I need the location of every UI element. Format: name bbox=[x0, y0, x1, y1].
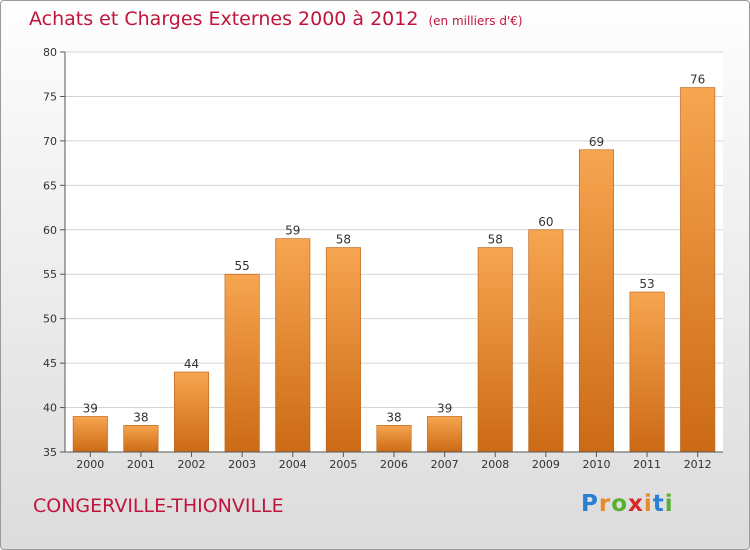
logo-letter: r bbox=[598, 491, 612, 517]
bar-2003 bbox=[224, 273, 260, 453]
data-label-2012: 76 bbox=[690, 73, 705, 87]
bar-2010 bbox=[578, 149, 614, 453]
x-tick-label-2012: 2012 bbox=[684, 458, 712, 471]
x-tick-label-2007: 2007 bbox=[431, 458, 459, 471]
chart-unit: (en milliers d'€) bbox=[428, 14, 523, 28]
data-label-2000: 39 bbox=[83, 401, 98, 415]
data-label-2009: 60 bbox=[538, 215, 553, 229]
city-name: CONGERVILLE-THIONVILLE bbox=[33, 495, 284, 517]
data-label-2008: 58 bbox=[488, 233, 503, 247]
proxiti-logo: Proxiti bbox=[581, 491, 674, 517]
bar-2006 bbox=[376, 425, 412, 453]
data-label-2010: 69 bbox=[589, 135, 604, 149]
y-tick-labels: 35 40 45 50 55 60 65 70 75 80 bbox=[43, 46, 57, 459]
x-tick-label-2000: 2000 bbox=[76, 458, 104, 471]
chart-title: Achats et Charges Externes 2000 à 2012 (e… bbox=[29, 8, 523, 30]
x-tick-label-2006: 2006 bbox=[380, 458, 408, 471]
bars bbox=[72, 87, 716, 453]
y-tick-label: 50 bbox=[43, 313, 57, 326]
x-tick-label-2001: 2001 bbox=[127, 458, 155, 471]
y-tick-label: 40 bbox=[43, 402, 57, 415]
y-tick-label: 80 bbox=[43, 46, 57, 59]
y-tick-label: 45 bbox=[43, 357, 57, 370]
bar-2004 bbox=[275, 238, 311, 453]
x-tick-label-2003: 2003 bbox=[228, 458, 256, 471]
y-tick-label: 55 bbox=[43, 268, 57, 281]
x-tick-label-2011: 2011 bbox=[633, 458, 661, 471]
logo-letter: i bbox=[643, 491, 653, 517]
x-tick-label-2009: 2009 bbox=[532, 458, 560, 471]
bar-2009 bbox=[528, 229, 564, 453]
logo-letter: t bbox=[652, 491, 665, 517]
x-tick-label-2008: 2008 bbox=[481, 458, 509, 471]
chart-title-text: Achats et Charges Externes 2000 à 2012 bbox=[29, 8, 419, 30]
y-tick-label: 70 bbox=[43, 135, 57, 148]
bar-2005 bbox=[325, 247, 361, 453]
data-label-2001: 38 bbox=[133, 410, 148, 424]
data-label-2005: 58 bbox=[336, 233, 351, 247]
data-label-2004: 59 bbox=[285, 224, 300, 238]
data-label-2002: 44 bbox=[184, 357, 199, 371]
data-label-2007: 39 bbox=[437, 401, 452, 415]
bar-2011 bbox=[629, 291, 665, 453]
bar-2012 bbox=[680, 87, 716, 453]
bar-2008 bbox=[477, 247, 513, 453]
y-tick-label: 65 bbox=[43, 179, 57, 192]
x-tick-label-2010: 2010 bbox=[582, 458, 610, 471]
y-tick-label: 35 bbox=[43, 446, 57, 459]
bar-2007 bbox=[427, 416, 463, 453]
plot-area bbox=[65, 52, 723, 452]
bar-2002 bbox=[174, 371, 210, 453]
data-label-2006: 38 bbox=[386, 410, 401, 424]
data-label-2003: 55 bbox=[235, 259, 250, 273]
x-tick-labels: 2000 2001 2002 2003 2004 2005 2006 2007 2008 2009… bbox=[76, 452, 712, 471]
bar-2001 bbox=[123, 425, 159, 453]
y-tick-label: 60 bbox=[43, 224, 57, 237]
x-tick-label-2002: 2002 bbox=[178, 458, 206, 471]
data-label-2011: 53 bbox=[639, 277, 654, 291]
logo-letter: x bbox=[628, 491, 644, 517]
data-labels: 39 38 44 55 59 58 38 39 58 60 69 53 76 bbox=[83, 73, 706, 425]
x-tick-label-2005: 2005 bbox=[329, 458, 357, 471]
y-tick-label: 75 bbox=[43, 90, 57, 103]
logo-letter: P bbox=[581, 491, 599, 517]
x-tick-label-2004: 2004 bbox=[279, 458, 307, 471]
logo-letter: o bbox=[611, 491, 629, 517]
bar-2000 bbox=[72, 416, 108, 453]
logo-letter: i bbox=[664, 491, 674, 517]
